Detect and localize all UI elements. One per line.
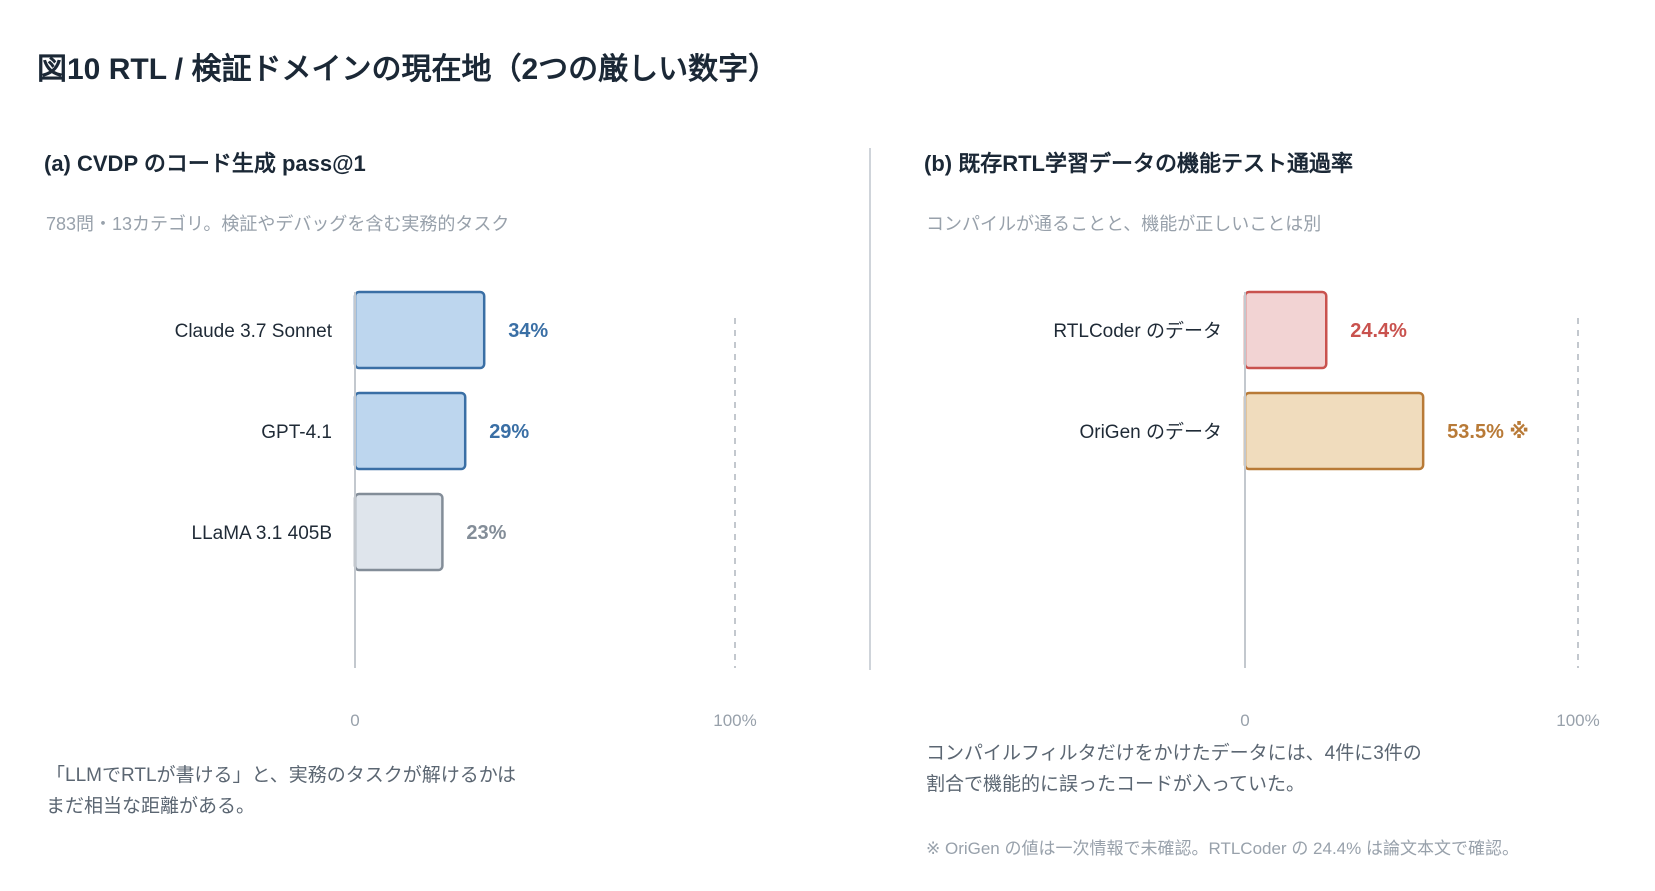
tick-label-a-0: 0 <box>350 711 359 730</box>
panel-b-subtitle: コンパイルが通ることと、機能が正しいことは別 <box>926 214 1322 234</box>
panel-divider <box>869 148 871 670</box>
panel-b-footnote: ※ OriGen の値は一次情報で未確認。RTLCoder の 24.4% は論… <box>926 839 1519 858</box>
panel-a-note-line-2: まだ相当な距離がある。 <box>46 796 256 817</box>
panel-a-note-line-1: 「LLMでRTLが書ける」と、実務のタスクが解けるかは <box>46 765 516 786</box>
category-label-a-2: LLaMA 3.1 405B <box>192 523 333 544</box>
value-label-b-0: 24.4% <box>1350 320 1407 342</box>
bar-a-0 <box>353 290 486 370</box>
panel-a-title: (a) CVDP のコード生成 pass@1 <box>44 151 366 176</box>
value-label-a-2: 23% <box>466 522 506 544</box>
panel-a-note: 「LLMでRTLが書ける」と、実務のタスクが解けるかは まだ相当な距離がある。 <box>46 760 516 822</box>
bar-a-1 <box>353 391 467 471</box>
value-label-b-1: 53.5% ※ <box>1447 421 1529 443</box>
bar-b-1 <box>1243 391 1425 471</box>
value-label-a-1: 29% <box>489 421 529 443</box>
panel-b-note: コンパイルフィルタだけをかけたデータには、4件に3件の 割合で機能的に誤ったコー… <box>926 738 1422 800</box>
category-label-a-1: GPT-4.1 <box>261 422 332 443</box>
category-label-b-1: OriGen のデータ <box>1079 421 1222 443</box>
panel-b-note-line-1: コンパイルフィルタだけをかけたデータには、4件に3件の <box>926 743 1422 764</box>
panel-b-title: (b) 既存RTL学習データの機能テスト通過率 <box>924 151 1353 176</box>
tick-label-b-0: 0 <box>1240 711 1249 730</box>
panel-a-subtitle: 783問・13カテゴリ。検証やデバッグを含む実務的タスク <box>46 214 510 234</box>
tick-label-b-100: 100% <box>1556 711 1599 730</box>
bar-a-2 <box>353 492 444 572</box>
chart-a: Claude 3.7 Sonnet 34% GPT-4.1 29% LLaMA 3.1 … <box>175 290 757 730</box>
bar-b-0 <box>1243 290 1328 370</box>
category-label-b-0: RTLCoder のデータ <box>1053 320 1222 342</box>
category-label-a-0: Claude 3.7 Sonnet <box>175 321 333 342</box>
figure-title: 図10 RTL / 検証ドメインの現在地（2つの厳しい数字） <box>37 53 779 86</box>
tick-label-a-100: 100% <box>713 711 756 730</box>
panel-b-note-line-2: 割合で機能的に誤ったコードが入っていた。 <box>926 774 1306 795</box>
chart-b: RTLCoder のデータ 24.4% OriGen のデータ 53.5% ※ 0 100… <box>1053 290 1600 730</box>
value-label-a-0: 34% <box>508 320 548 342</box>
